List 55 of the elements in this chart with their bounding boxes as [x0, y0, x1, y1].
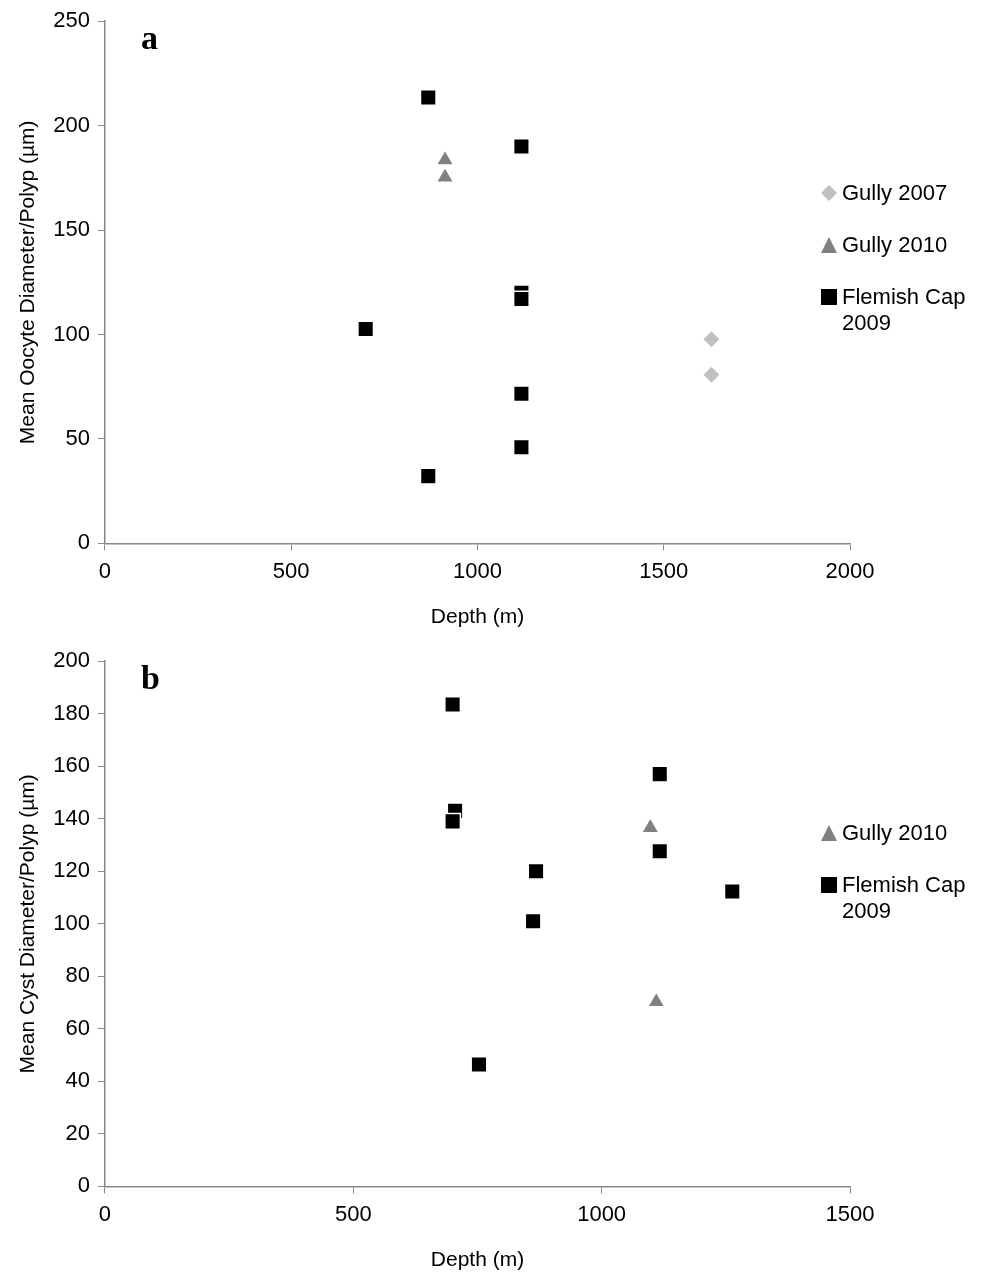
y-tick-label: 200	[53, 647, 90, 673]
legend-label: Flemish Cap 2009	[842, 284, 967, 336]
y-tick-label: 140	[53, 804, 90, 830]
x-tick-label: 2000	[825, 557, 875, 583]
point	[512, 138, 530, 156]
x-tick-label: 1000	[452, 557, 502, 583]
y-tick-label: 200	[53, 111, 90, 137]
point	[419, 467, 437, 485]
y-tick-label: 40	[65, 1067, 90, 1093]
point	[419, 88, 437, 106]
y-tick-label: 100	[53, 320, 90, 346]
y-tick-label: 180	[53, 699, 90, 725]
x-tick-label: 1500	[825, 1200, 875, 1226]
point	[444, 812, 462, 830]
legend-label: Gully 2010	[842, 232, 948, 258]
point	[524, 912, 542, 930]
point	[701, 329, 722, 350]
chart-title: a	[140, 18, 158, 56]
y-tick-label: 0	[77, 529, 90, 555]
legend-label: Flemish Cap 2009	[842, 872, 967, 924]
y-tick-label: 0	[77, 1172, 90, 1198]
point	[357, 320, 375, 338]
x-axis-title: Depth (m)	[430, 604, 525, 628]
x-tick-label: 0	[98, 557, 112, 583]
y-tick-label: 50	[65, 425, 90, 451]
x-tick-label: 500	[272, 557, 310, 583]
x-tick-label: 1000	[577, 1200, 627, 1226]
x-axis-title: Depth (m)	[430, 1247, 525, 1271]
y-axis-title: Mean Cyst Diameter/Polyp (µm)	[15, 774, 39, 1074]
point	[527, 862, 545, 880]
y-tick-label: 60	[65, 1014, 90, 1040]
x-tick-label: 1500	[639, 557, 689, 583]
point	[512, 385, 530, 403]
y-axis-title: Mean Oocyte Diameter/Polyp (µm)	[15, 120, 39, 445]
point	[512, 290, 530, 308]
x-tick-label: 0	[98, 1200, 112, 1226]
y-tick-label: 120	[53, 857, 90, 883]
point	[470, 1056, 488, 1074]
point	[651, 765, 669, 783]
point	[723, 882, 741, 901]
point	[512, 438, 530, 456]
x-tick-label: 500	[334, 1200, 372, 1226]
y-tick-label: 160	[53, 752, 90, 778]
legend-label: Gully 2007	[842, 180, 948, 206]
y-tick-label: 100	[53, 909, 90, 935]
legend-label: Gully 2010	[842, 820, 948, 846]
y-tick-label: 80	[65, 962, 90, 988]
point	[651, 842, 669, 860]
point	[444, 696, 462, 714]
point	[701, 365, 722, 385]
y-tick-label: 250	[53, 7, 90, 33]
point	[646, 991, 666, 1008]
chart-title: b	[140, 658, 160, 696]
y-tick-label: 150	[53, 216, 90, 242]
y-tick-label: 20	[65, 1119, 90, 1145]
